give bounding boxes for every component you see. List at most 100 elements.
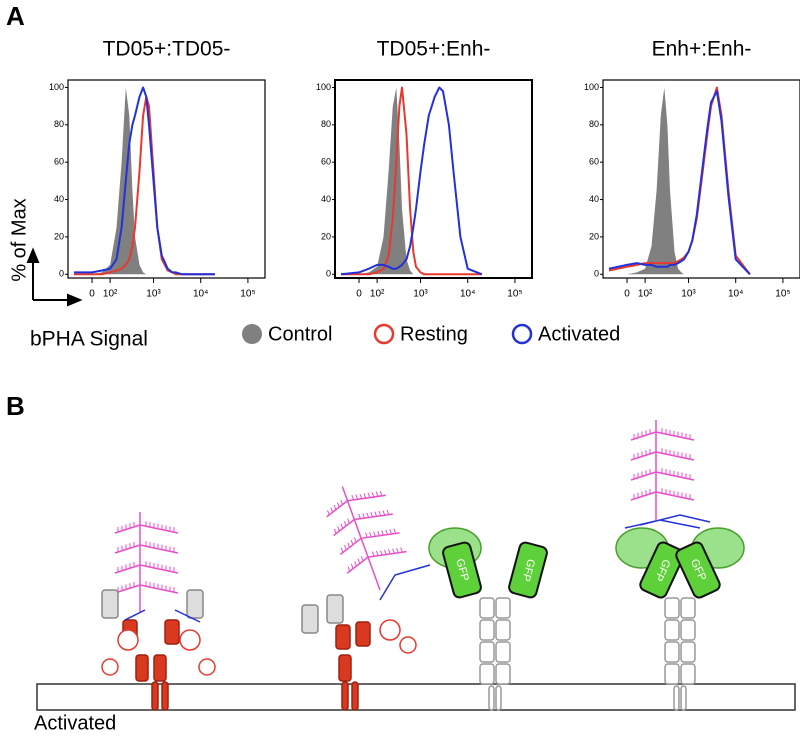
gfp-domain: GFP xyxy=(639,541,685,599)
glycan-tooth xyxy=(354,537,357,543)
glycan-tooth xyxy=(373,531,376,537)
area xyxy=(74,87,215,275)
x-tick-label: 10⁴ xyxy=(460,289,475,300)
x-axis-label: bPHA Signal xyxy=(30,328,148,351)
glycan-branch xyxy=(114,524,141,534)
legend-label: Resting xyxy=(400,323,468,345)
glycan-branch xyxy=(114,584,141,594)
glycan-tooth xyxy=(362,513,365,519)
receptor-domain xyxy=(355,621,371,647)
glycan-tooth xyxy=(388,549,391,555)
glycan-tooth xyxy=(337,502,340,508)
receptor-stem xyxy=(341,681,349,711)
fc-domain xyxy=(680,663,696,685)
glycan-branch xyxy=(367,550,407,558)
x-tick-label: 0 xyxy=(356,289,362,300)
fc-domain xyxy=(664,619,680,641)
x-tick-label: 10⁴ xyxy=(728,289,743,300)
line xyxy=(608,86,751,275)
fc-domain xyxy=(479,663,495,685)
glycan-branch xyxy=(630,431,657,441)
gfp-domain: GFP xyxy=(442,541,482,599)
linker xyxy=(624,514,711,529)
glycan-branch xyxy=(326,500,348,518)
y-axis-label: % of Max xyxy=(8,198,30,281)
glycan-tooth xyxy=(347,518,350,524)
chart-title: TD05+:TD05- xyxy=(103,38,231,61)
plot-frame xyxy=(67,79,266,279)
y-tick-label: 40 xyxy=(321,194,331,204)
glycan-tooth xyxy=(355,494,359,500)
aptamer-loop xyxy=(101,658,119,676)
y-tick-label: 20 xyxy=(321,231,331,241)
stem xyxy=(680,685,687,711)
fc-domain xyxy=(680,597,696,619)
y-tick-label: 20 xyxy=(54,231,64,241)
glycan-branch xyxy=(114,544,141,554)
glycan-tooth xyxy=(330,507,334,513)
aptamer-loop xyxy=(399,636,417,654)
glycan-branch xyxy=(347,494,387,502)
fab-domain xyxy=(301,604,319,634)
stem xyxy=(673,685,680,711)
fab-domain xyxy=(326,594,344,624)
y-tick-label: 100 xyxy=(316,82,331,92)
y-tick-label: 0 xyxy=(59,269,64,279)
glycan-branch xyxy=(630,491,657,501)
glycan-tooth xyxy=(333,528,337,534)
glycan-branch xyxy=(354,513,393,521)
fc-domain xyxy=(479,641,495,663)
gfp-box xyxy=(508,541,548,599)
glycan-branch xyxy=(655,451,695,461)
receptor-domain xyxy=(153,654,167,682)
glycan-tooth xyxy=(386,509,390,515)
glycan-tree xyxy=(114,512,179,612)
fc-domain xyxy=(495,597,511,619)
aptamer-loop xyxy=(179,629,201,651)
glycan-tooth xyxy=(374,511,378,517)
y-tick-label: 60 xyxy=(589,157,599,167)
x-tick-label: 10² xyxy=(370,289,385,300)
diagram: Activated GFP GFP GFP GFP xyxy=(34,420,796,734)
glycan-tooth xyxy=(392,548,395,554)
plot-frame xyxy=(334,79,533,279)
glycan-tooth xyxy=(389,529,393,535)
fc-domain xyxy=(479,619,495,641)
receptor-domain xyxy=(335,624,351,650)
legend-swatch xyxy=(511,323,533,345)
glycan-tooth xyxy=(359,493,363,499)
glycan-tooth xyxy=(366,512,369,518)
glycan-tooth xyxy=(381,530,384,536)
receptor-stem xyxy=(151,681,159,711)
gfp-box xyxy=(442,541,482,599)
fc-domain xyxy=(680,641,696,663)
x-tick-label: 10³ xyxy=(681,289,696,300)
glycan-tooth xyxy=(350,563,354,569)
glycan-tooth xyxy=(337,526,340,532)
glycan-tooth xyxy=(375,491,379,497)
x-tick-label: 0 xyxy=(624,289,630,300)
axis-arrows xyxy=(26,247,83,307)
glycan-branch xyxy=(139,544,179,554)
glycan-tree xyxy=(326,486,407,591)
y-tick-label: 60 xyxy=(54,157,64,167)
panel-label: B xyxy=(6,391,25,421)
y-tick-label: 0 xyxy=(326,269,331,279)
glycan-tooth xyxy=(385,529,388,535)
fab-domain xyxy=(101,589,119,619)
glycan-tooth xyxy=(357,558,361,564)
glycan-tooth xyxy=(378,510,382,516)
glycan-tooth xyxy=(384,549,387,555)
membrane-label: Activated xyxy=(34,712,116,734)
line xyxy=(340,86,483,276)
glycan-tooth xyxy=(375,550,379,556)
glycan-tooth xyxy=(377,530,380,536)
glycan-branch xyxy=(655,471,695,481)
y-tick-label: 80 xyxy=(321,119,331,129)
x-tick-label: 10² xyxy=(638,289,653,300)
glycan-branch xyxy=(630,451,657,461)
glycan-branch xyxy=(346,556,369,574)
line xyxy=(74,86,215,276)
fc-domain xyxy=(664,641,680,663)
